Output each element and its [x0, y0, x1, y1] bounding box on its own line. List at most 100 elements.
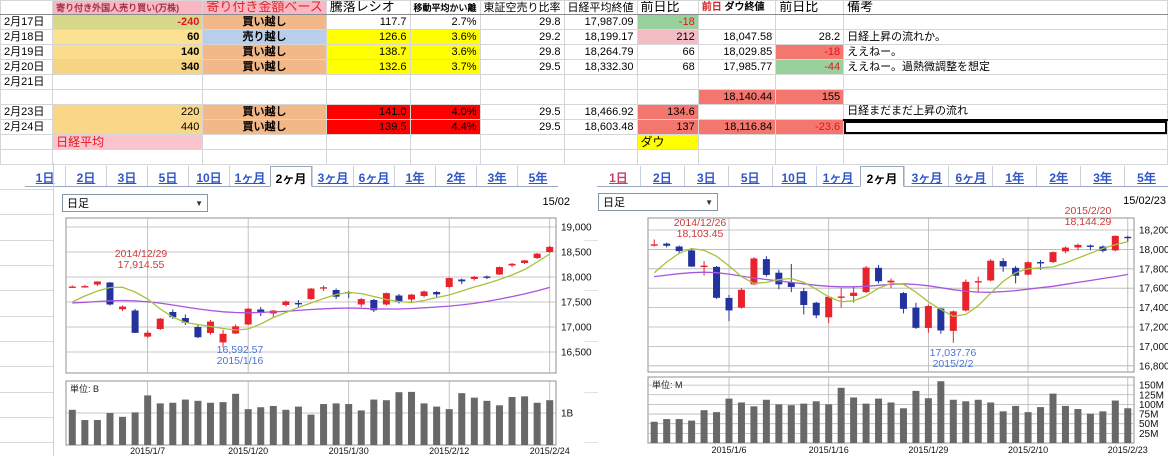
data-cell[interactable]: 140	[52, 44, 204, 60]
data-cell[interactable]	[52, 89, 204, 105]
data-cell[interactable]	[843, 134, 1168, 150]
data-cell[interactable]	[409, 149, 481, 165]
tab-1日[interactable]: 1日	[35, 171, 55, 185]
data-cell[interactable]: 60	[52, 29, 204, 45]
data-cell[interactable]: -18	[775, 44, 845, 60]
data-cell[interactable]: 117.7	[325, 14, 411, 30]
data-cell[interactable]	[409, 134, 481, 150]
header-cell[interactable]: 日経平均終値	[563, 0, 638, 15]
tab-10日[interactable]: 10日	[188, 166, 229, 186]
tab-10日[interactable]: 10日	[771, 166, 816, 186]
data-cell[interactable]: 3.7%	[409, 59, 481, 75]
data-cell[interactable]	[843, 74, 1168, 90]
data-cell[interactable]: 18,264.79	[563, 44, 638, 60]
data-cell[interactable]: 18,466.92	[563, 104, 638, 120]
data-cell[interactable]	[325, 74, 411, 90]
data-cell[interactable]	[325, 149, 411, 165]
data-cell[interactable]	[636, 149, 699, 165]
tab-1ヶ月[interactable]: 1ヶ月	[815, 166, 860, 186]
data-cell[interactable]	[775, 104, 845, 120]
data-cell[interactable]	[325, 89, 411, 105]
data-cell[interactable]: 18,140.44	[697, 89, 777, 105]
data-cell[interactable]: 29.5	[479, 104, 565, 120]
data-cell[interactable]: 137	[636, 119, 699, 135]
data-cell[interactable]: 220	[52, 104, 204, 120]
data-cell[interactable]: 29.8	[479, 14, 565, 30]
date-cell[interactable]: 2月23日	[0, 104, 54, 120]
data-cell[interactable]: 141.0	[325, 104, 411, 120]
date-cell[interactable]: 2月21日	[0, 74, 54, 90]
data-cell[interactable]	[636, 89, 699, 105]
date-cell[interactable]: 2月20日	[0, 59, 54, 75]
data-cell[interactable]: 212	[636, 29, 699, 45]
data-cell[interactable]: 17,987.09	[563, 14, 638, 30]
data-cell[interactable]: 18,116.84	[697, 119, 777, 135]
tab-3ヶ月[interactable]: 3ヶ月	[312, 166, 353, 186]
data-cell[interactable]: 155	[775, 89, 845, 105]
data-cell[interactable]: 4.0%	[409, 104, 481, 120]
data-cell[interactable]: 買い越し	[202, 119, 327, 135]
header-cell[interactable]: 前日 ダウ終値	[697, 0, 777, 15]
data-cell[interactable]	[202, 74, 327, 90]
header-cell[interactable]: 備考	[843, 0, 1168, 15]
data-cell[interactable]	[563, 89, 638, 105]
data-cell[interactable]	[843, 89, 1168, 105]
data-cell[interactable]: 17,985.77	[697, 59, 777, 75]
data-cell[interactable]: 買い越し	[202, 104, 327, 120]
data-cell[interactable]	[479, 89, 565, 105]
data-cell[interactable]: 18,047.58	[697, 29, 777, 45]
data-cell[interactable]: -18	[636, 14, 699, 30]
date-cell[interactable]	[0, 89, 54, 105]
tab-3年[interactable]: 3年	[476, 166, 517, 186]
data-cell[interactable]	[479, 149, 565, 165]
tab-1年[interactable]: 1年	[992, 166, 1036, 186]
data-cell[interactable]	[479, 134, 565, 150]
data-cell[interactable]	[563, 149, 638, 165]
date-cell[interactable]: 2月19日	[0, 44, 54, 60]
data-cell[interactable]: 18,332.30	[563, 59, 638, 75]
data-cell[interactable]: 買い越し	[202, 59, 327, 75]
tab-1年[interactable]: 1年	[394, 166, 435, 186]
data-cell[interactable]: -23.6	[775, 119, 845, 135]
data-cell[interactable]	[843, 149, 1168, 165]
tab-5年[interactable]: 5年	[517, 166, 558, 186]
data-cell[interactable]: 29.5	[479, 59, 565, 75]
data-cell[interactable]	[775, 149, 845, 165]
header-cell[interactable]: 騰落レシオ	[325, 0, 411, 15]
data-cell[interactable]: 29.8	[479, 44, 565, 60]
data-cell[interactable]: 2.7%	[409, 14, 481, 30]
data-cell[interactable]: 139.5	[325, 119, 411, 135]
tab-3ヶ月[interactable]: 3ヶ月	[904, 166, 948, 186]
data-cell[interactable]	[697, 74, 777, 90]
tab-2ヶ月[interactable]: 2ヶ月	[859, 166, 905, 187]
header-cell[interactable]: 寄り付き外国人売り買い(万株)	[52, 0, 204, 15]
tab-2年[interactable]: 2年	[1036, 166, 1080, 186]
data-cell[interactable]: 29.5	[479, 119, 565, 135]
data-cell[interactable]: ええねー。過熱微調整を想定	[843, 59, 1168, 75]
timeframe-dropdown-left[interactable]: 日足 ▼	[62, 194, 208, 212]
data-cell[interactable]	[697, 104, 777, 120]
header-cell[interactable]: 東証空売り比率	[479, 0, 565, 15]
data-cell[interactable]	[325, 134, 411, 150]
tab-1日[interactable]: 1日	[609, 171, 628, 185]
data-cell[interactable]	[563, 74, 638, 90]
data-cell[interactable]: 134.6	[636, 104, 699, 120]
data-cell[interactable]: 28.2	[775, 29, 845, 45]
data-cell[interactable]	[775, 14, 845, 30]
data-cell[interactable]: 138.7	[325, 44, 411, 60]
date-cell[interactable]	[0, 149, 54, 165]
data-cell[interactable]	[202, 134, 327, 150]
data-cell[interactable]	[697, 134, 777, 150]
tab-3日[interactable]: 3日	[106, 166, 147, 186]
data-cell[interactable]: 買い越し	[202, 44, 327, 60]
tab-6ヶ月[interactable]: 6ヶ月	[353, 166, 394, 186]
header-cell[interactable]: 前日比	[775, 0, 845, 15]
data-cell[interactable]: 4.4%	[409, 119, 481, 135]
data-cell[interactable]	[775, 134, 845, 150]
data-cell[interactable]: 18,603.48	[563, 119, 638, 135]
tab-5日[interactable]: 5日	[147, 166, 188, 186]
tab-1ヶ月[interactable]: 1ヶ月	[229, 166, 270, 186]
data-cell[interactable]: 18,199.17	[563, 29, 638, 45]
data-cell[interactable]	[563, 134, 638, 150]
tab-6ヶ月[interactable]: 6ヶ月	[948, 166, 992, 186]
